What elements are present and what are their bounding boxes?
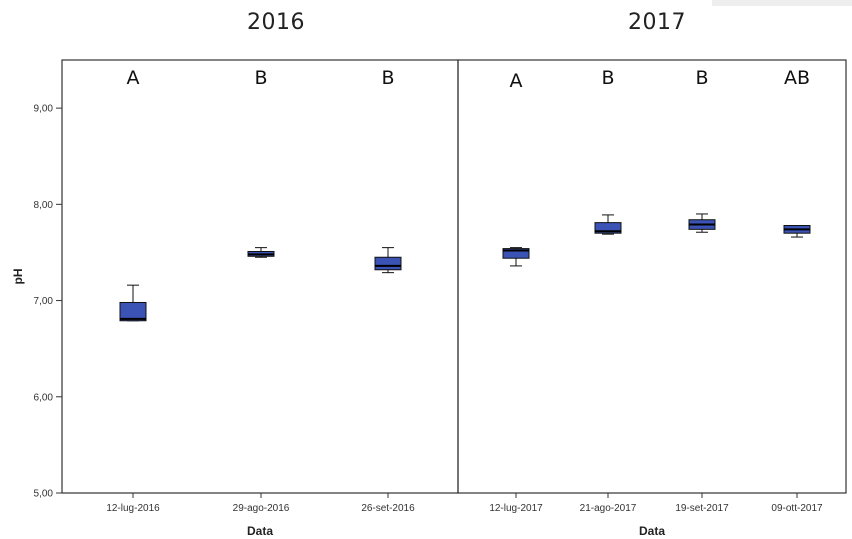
group-letter: B xyxy=(254,67,267,89)
group-letter: AB xyxy=(784,67,810,89)
x-tick-label: 26-set-2016 xyxy=(361,503,415,514)
x-axis-label-2016: Data xyxy=(247,524,273,538)
group-letter: B xyxy=(601,67,614,89)
x-tick-label: 12-lug-2016 xyxy=(106,503,160,514)
group-letter: B xyxy=(381,67,394,89)
y-axis-label: pH xyxy=(11,269,25,285)
y-tick-label: 5,00 xyxy=(34,489,54,500)
panel-title-2016: 2016 xyxy=(247,10,305,35)
y-tick-label: 9,00 xyxy=(34,104,54,115)
group-letter: A xyxy=(510,70,523,92)
group-letter: B xyxy=(695,67,708,89)
box-12-lug-2017 xyxy=(502,248,530,259)
x-tick-label: 19-set-2017 xyxy=(675,503,729,514)
y-tick-label: 8,00 xyxy=(34,200,54,211)
panel-title-2017: 2017 xyxy=(628,10,686,35)
x-tick-label: 29-ago-2016 xyxy=(233,503,290,514)
panel-frame-2017 xyxy=(457,59,847,494)
box-26-set-2016 xyxy=(374,256,402,271)
y-tick-label: 7,00 xyxy=(34,296,54,307)
x-tick-label: 21-ago-2017 xyxy=(580,503,637,514)
x-axis-label-2017: Data xyxy=(639,524,665,538)
corner-patch xyxy=(712,0,852,6)
x-tick-label: 12-lug-2017 xyxy=(489,503,543,514)
x-tick-label: 09-ott-2017 xyxy=(771,503,823,514)
box-21-ago-2017 xyxy=(594,222,622,234)
y-tick-label: 6,00 xyxy=(34,392,54,403)
panel-frame-2016 xyxy=(61,59,459,494)
group-letter: A xyxy=(127,67,140,89)
box-12-lug-2016 xyxy=(119,301,147,322)
